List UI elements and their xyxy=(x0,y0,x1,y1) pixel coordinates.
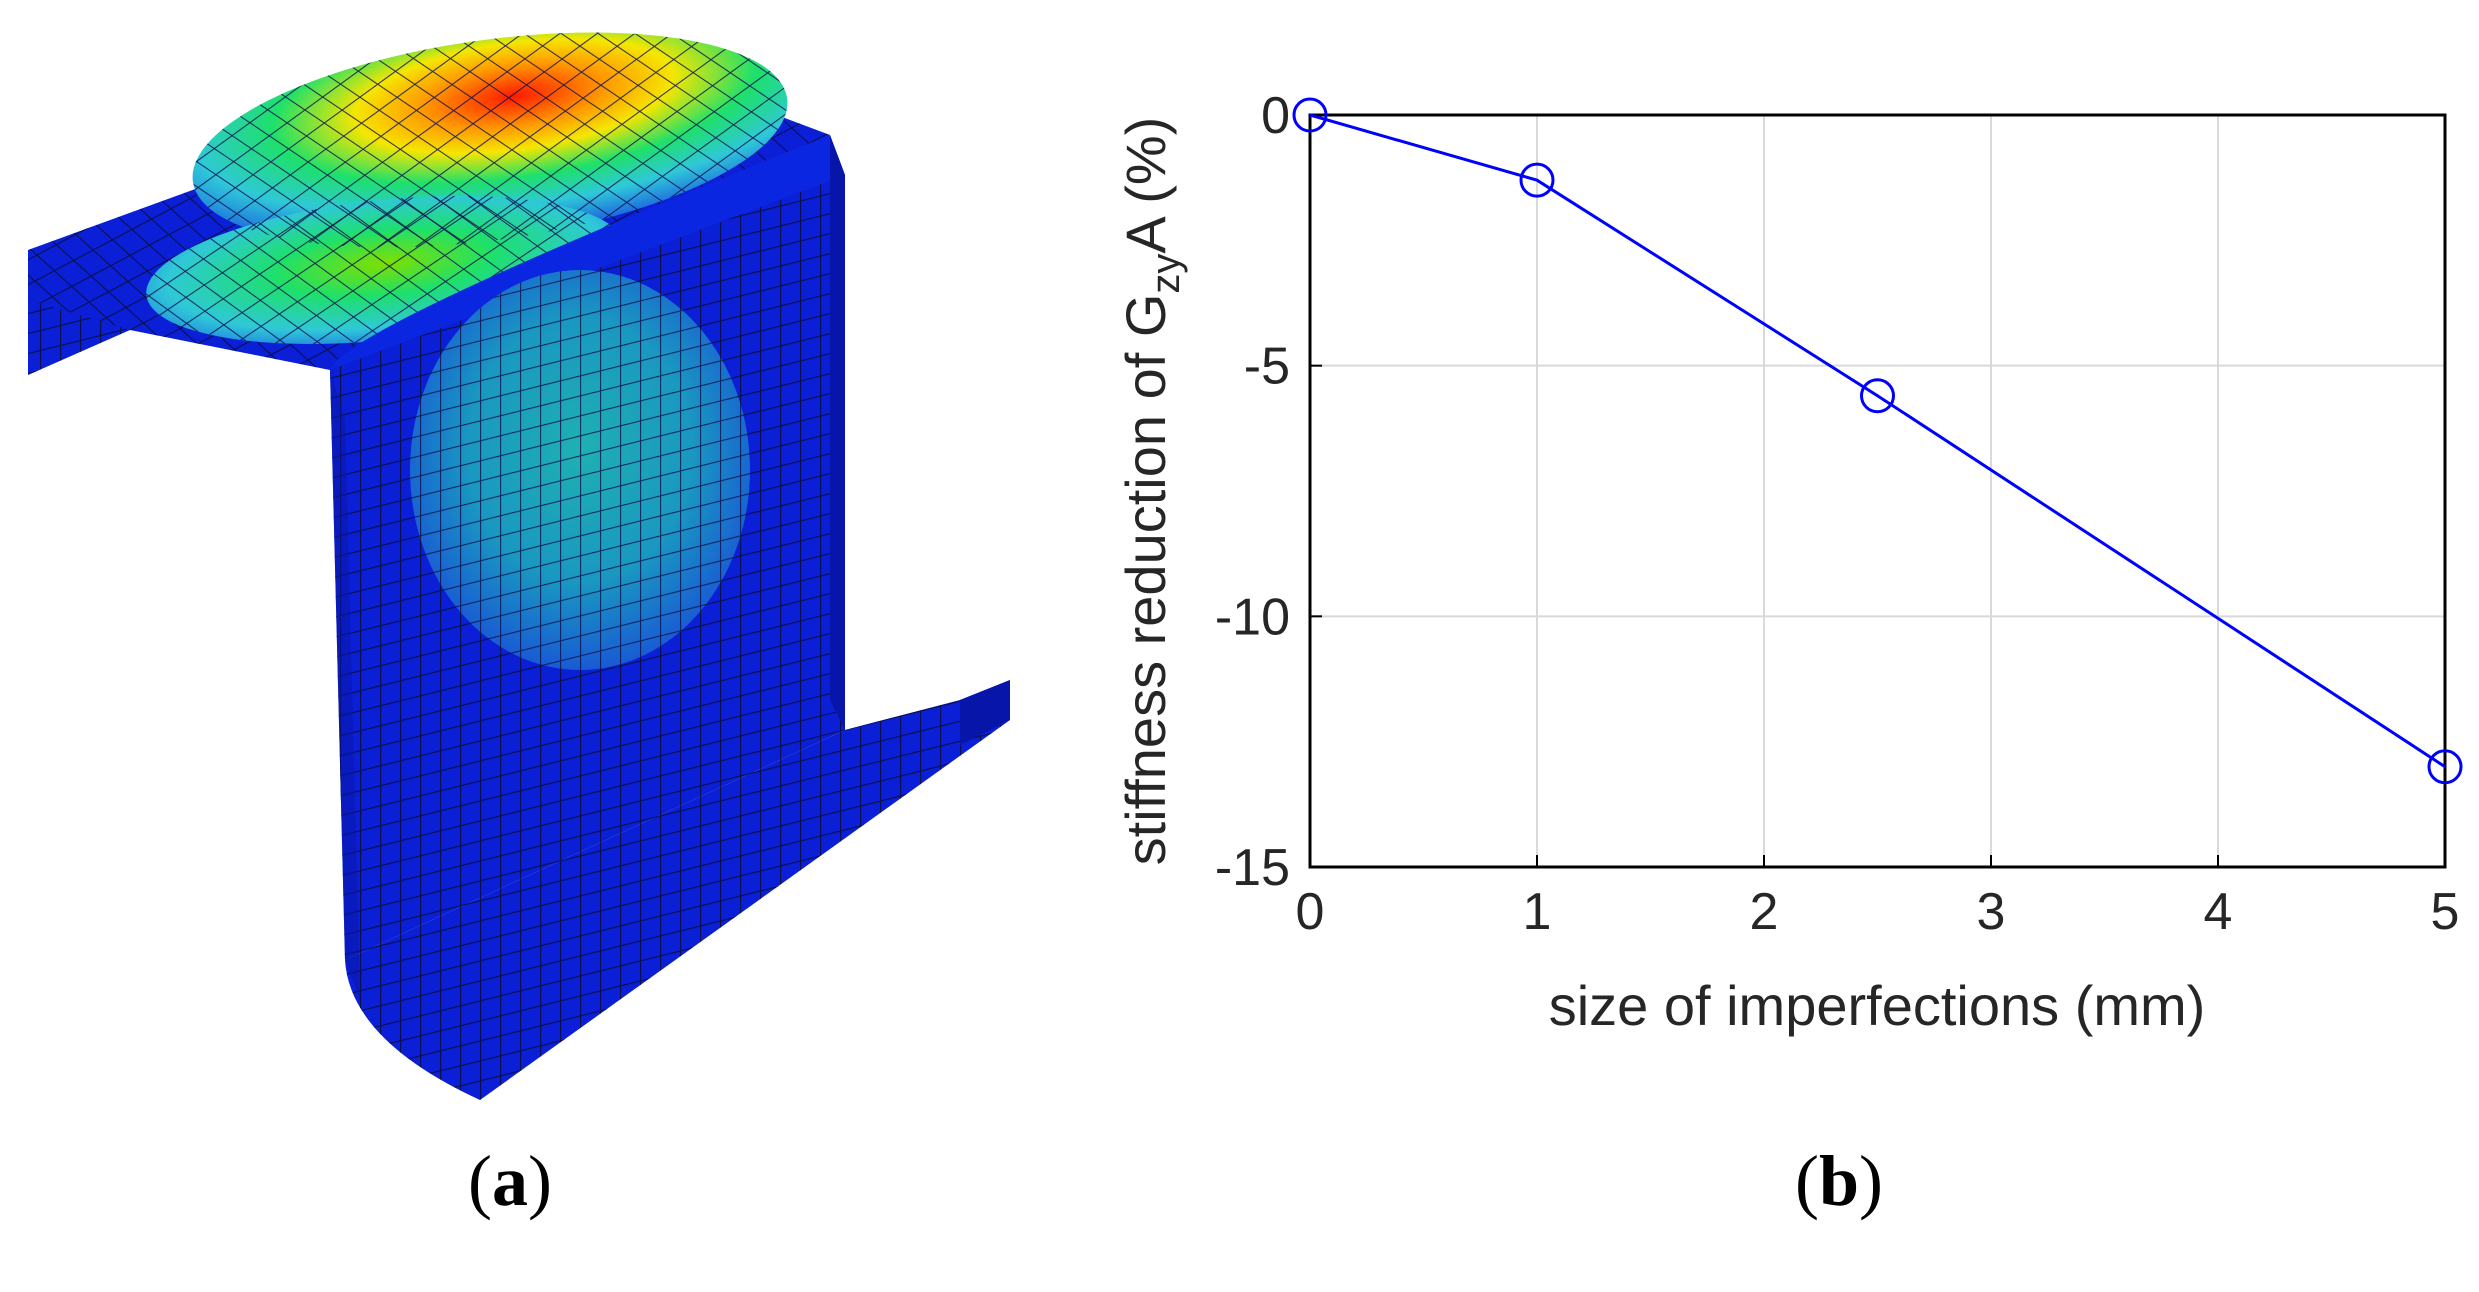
plot-area-frame xyxy=(1308,113,2447,869)
data-point-marker xyxy=(2427,749,2463,785)
web xyxy=(330,135,845,960)
x-tick-label: 5 xyxy=(2431,883,2460,941)
data-point-marker xyxy=(1519,162,1555,198)
stiffness-chart: 0 1 2 3 4 5 0 -5 -10 -15 size of imperfections (m… xyxy=(1114,87,2463,1037)
panel-label-b: (b) xyxy=(1795,1141,1884,1221)
x-tick-label: 1 xyxy=(1523,883,1552,941)
chart-grid xyxy=(1310,115,2445,867)
y-tick-label: 0 xyxy=(1261,87,1290,145)
series-line xyxy=(1309,113,2446,768)
y-tick-label: -10 xyxy=(1215,588,1290,646)
y-tick-label: -15 xyxy=(1215,839,1290,897)
x-tick-label: 0 xyxy=(1296,883,1325,941)
x-tick-label: 2 xyxy=(1750,883,1779,941)
data-point-marker xyxy=(1860,378,1895,414)
y-axis-label-subscript: zy xyxy=(1144,254,1188,294)
y-axis-label: stiffness reduction of GzyA (%) xyxy=(1114,117,1188,866)
y-axis-label-prefix: stiffness reduction of G xyxy=(1114,294,1177,866)
y-tick-label: -5 xyxy=(1244,338,1290,396)
data-point-marker xyxy=(1292,97,1328,133)
data-series xyxy=(1292,97,2463,785)
bottom-flange xyxy=(330,370,1010,1100)
y-axis-label-suffix: A (%) xyxy=(1114,117,1177,254)
x-tick-label: 3 xyxy=(1977,883,2006,941)
fe-model-figure xyxy=(28,32,1010,1100)
x-axis-label: size of imperfections (mm) xyxy=(1549,974,2206,1037)
panel-label-a: (a) xyxy=(468,1141,552,1221)
axis-ticks: 0 1 2 3 4 5 0 -5 -10 -15 xyxy=(1215,87,2460,941)
x-tick-label: 4 xyxy=(2204,883,2233,941)
